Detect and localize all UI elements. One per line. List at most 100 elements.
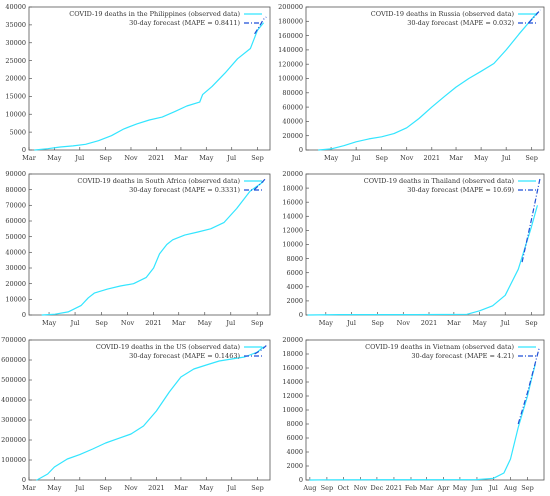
- x-tick-label: Jul: [226, 154, 236, 162]
- y-tick-label: 30000: [5, 39, 26, 47]
- y-tick-label: 5000: [9, 128, 26, 136]
- x-tick-label: Sep: [95, 319, 107, 327]
- y-tick-label: 0: [299, 476, 303, 484]
- y-tick-label: 0: [22, 311, 26, 319]
- x-tick-label: Dec: [371, 484, 384, 492]
- x-tick-label: Jul: [74, 154, 84, 162]
- y-tick-label: 100000: [278, 75, 303, 83]
- series-line-2: [521, 177, 541, 263]
- y-tick-label: 60000: [282, 103, 303, 111]
- x-tick-label: May: [319, 319, 334, 327]
- x-tick-label: Aug: [503, 484, 517, 492]
- legend-entry: 30-day forecast (MAPE = 0.3331): [129, 186, 240, 194]
- series-line-1: [307, 205, 538, 316]
- y-tick-label: 20000: [5, 75, 26, 83]
- y-tick-label: 4000: [286, 448, 303, 456]
- y-tick-label: 200000: [1, 436, 26, 444]
- x-tick-label: Nov: [397, 319, 411, 327]
- x-tick-label: 2021: [145, 319, 162, 327]
- plot-frame: [305, 173, 545, 316]
- y-tick-label: 10000: [5, 296, 26, 304]
- legend-entry: COVID-19 deaths in Russia (observed data…: [371, 10, 515, 18]
- y-tick-label: 20000: [282, 170, 303, 178]
- series-line-2: [528, 9, 541, 24]
- x-tick-label: Sep: [251, 319, 263, 327]
- x-tick-label: Sep: [525, 154, 537, 162]
- y-tick-label: 8000: [286, 420, 303, 428]
- x-tick-label: Jul: [500, 319, 510, 327]
- x-tick-label: Sep: [251, 484, 263, 492]
- x-tick-label: Sep: [99, 154, 111, 162]
- y-tick-label: 14000: [282, 213, 303, 221]
- y-tick-label: 8000: [286, 255, 303, 263]
- x-tick-label: May: [198, 319, 213, 327]
- series-line-1: [309, 363, 536, 481]
- x-tick-label: Nov: [400, 154, 414, 162]
- x-tick-label: Mar: [174, 484, 189, 492]
- y-tick-label: 0: [299, 311, 303, 319]
- y-tick-label: 30000: [5, 264, 26, 272]
- y-tick-label: 10000: [5, 110, 26, 118]
- plot-frame: [305, 6, 545, 151]
- y-tick-label: 12000: [282, 227, 303, 235]
- y-tick-label: 140000: [278, 46, 303, 54]
- y-tick-label: 18000: [282, 350, 303, 358]
- y-tick-label: 100000: [1, 456, 26, 464]
- series-line-2: [517, 348, 540, 425]
- x-tick-label: Nov: [121, 319, 135, 327]
- y-tick-label: 0: [299, 146, 303, 154]
- y-tick-label: 16000: [282, 364, 303, 372]
- chart-panel-2: 0 20000 40000 60000 80000 100000 120000 140000 1…: [278, 3, 545, 162]
- y-tick-label: 50000: [5, 233, 26, 241]
- x-tick-label: Jul: [70, 319, 80, 327]
- y-tick-label: 12000: [282, 392, 303, 400]
- x-tick-label: Oct: [338, 484, 350, 492]
- x-tick-label: Sep: [321, 484, 333, 492]
- chart-panel-6: 0 2000 4000 6000 8000 10000 12000 14000 16000 180…: [282, 336, 545, 492]
- x-tick-label: May: [47, 484, 62, 492]
- x-tick-label: Jun: [470, 484, 482, 492]
- y-tick-label: 300000: [1, 416, 26, 424]
- x-tick-label: Jul: [226, 484, 236, 492]
- y-tick-label: 400000: [1, 396, 26, 404]
- y-tick-label: 2000: [286, 297, 303, 305]
- x-tick-label: Jul: [225, 319, 235, 327]
- x-tick-label: Mar: [22, 154, 37, 162]
- x-tick-label: May: [474, 154, 489, 162]
- legend-entry: COVID-19 deaths in Vietnam (observed dat…: [365, 343, 514, 351]
- x-tick-label: Sep: [375, 154, 387, 162]
- y-tick-label: 40000: [5, 249, 26, 257]
- x-tick-label: Nov: [124, 484, 138, 492]
- y-tick-label: 16000: [282, 198, 303, 206]
- y-tick-label: 80000: [5, 186, 26, 194]
- x-tick-label: 2021: [148, 154, 165, 162]
- x-tick-label: 2021: [421, 319, 438, 327]
- legend-entry: COVID-19 deaths in the Philippines (obse…: [69, 10, 240, 18]
- x-tick-label: Mar: [22, 484, 37, 492]
- legend-entry: 30-day forecast (MAPE = 4.21): [411, 352, 514, 360]
- x-tick-label: Mar: [449, 154, 464, 162]
- x-tick-label: May: [199, 154, 214, 162]
- y-tick-label: 25000: [5, 57, 26, 65]
- plot-frame: [28, 6, 271, 151]
- x-tick-label: Jul: [501, 154, 511, 162]
- x-tick-label: Sep: [371, 319, 383, 327]
- y-tick-label: 200000: [278, 3, 303, 11]
- y-tick-label: 40000: [282, 118, 303, 126]
- y-tick-label: 6000: [286, 269, 303, 277]
- y-tick-label: 35000: [5, 21, 26, 29]
- x-tick-label: May: [42, 319, 57, 327]
- legend-entry: COVID-19 deaths in South Africa (observe…: [77, 177, 240, 185]
- y-tick-label: 500000: [1, 376, 26, 384]
- y-tick-label: 180000: [278, 18, 303, 26]
- y-tick-label: 20000: [5, 280, 26, 288]
- y-tick-label: 6000: [286, 434, 303, 442]
- y-tick-label: 70000: [5, 202, 26, 210]
- y-tick-label: 120000: [278, 60, 303, 68]
- series-line-1: [318, 12, 539, 151]
- plot-frame: [305, 339, 545, 481]
- plot-frame: [28, 339, 271, 481]
- x-tick-label: Mar: [174, 154, 189, 162]
- y-tick-label: 0: [22, 476, 26, 484]
- x-tick-label: Sep: [251, 154, 263, 162]
